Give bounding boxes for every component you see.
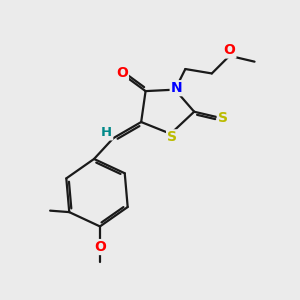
Text: S: S — [167, 130, 177, 144]
Text: O: O — [116, 66, 128, 80]
Text: N: N — [171, 81, 182, 95]
Text: S: S — [218, 111, 228, 124]
Text: O: O — [94, 240, 106, 254]
Text: H: H — [101, 126, 112, 140]
Text: O: O — [224, 44, 236, 58]
